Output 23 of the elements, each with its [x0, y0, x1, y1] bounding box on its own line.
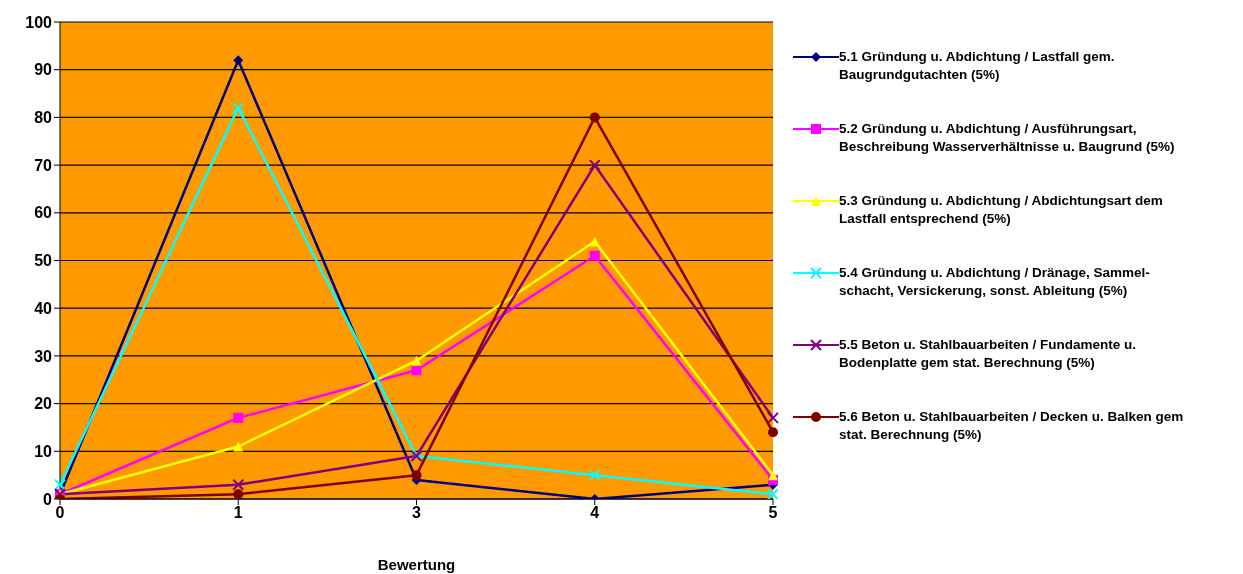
y-tick-label: 50	[34, 252, 53, 270]
y-tick-label: 70	[34, 156, 53, 174]
legend-label: 5.5 Beton u. Stahlbauarbeiten / Fundamente u. Bodenplatte gem stat. Berechnung (5%)	[839, 336, 1138, 372]
y-tick-label: 60	[34, 204, 53, 222]
y-tick-label: 10	[34, 442, 53, 460]
legend-label: 5.2 Gründung u. Abdichtung / Ausführungsart, Beschreibung Wasserverhältnisse u. Baugrund (5%)	[839, 120, 1176, 156]
legend-label: 5.1 Gründung u. Abdichtung / Lastfall gem. Baugrundgutachten (5%)	[839, 48, 1116, 84]
y-tick-label: 20	[34, 395, 53, 413]
y-tick-label: 100	[25, 13, 53, 31]
x-tick-label: 0	[55, 504, 65, 522]
legend-label: 5.4 Gründung u. Abdichtung / Dränage, Sammel-schacht, Versickerung, sonst. Ableitung (5%)	[839, 264, 1151, 300]
x-tick-label: 3	[412, 504, 422, 522]
y-tick-label: 0	[43, 490, 53, 508]
x-axis-title: Bewertung	[377, 556, 456, 573]
y-tick-label: 90	[34, 61, 53, 79]
legend-label: 5.6 Beton u. Stahlbauarbeiten / Decken u. Balken gem stat. Berechnung (5%)	[839, 408, 1184, 444]
x-tick-label: 1	[233, 504, 243, 522]
y-tick-label: 30	[34, 347, 53, 365]
y-tick-label: 40	[34, 299, 53, 317]
x-tick-label: 4	[590, 504, 600, 522]
y-tick-label: 80	[34, 109, 53, 127]
x-tick-label: 5	[768, 504, 778, 522]
legend-label: 5.3 Gründung u. Abdichtung / Abdichtungsart dem Lastfall entsprechend (5%)	[839, 192, 1164, 228]
